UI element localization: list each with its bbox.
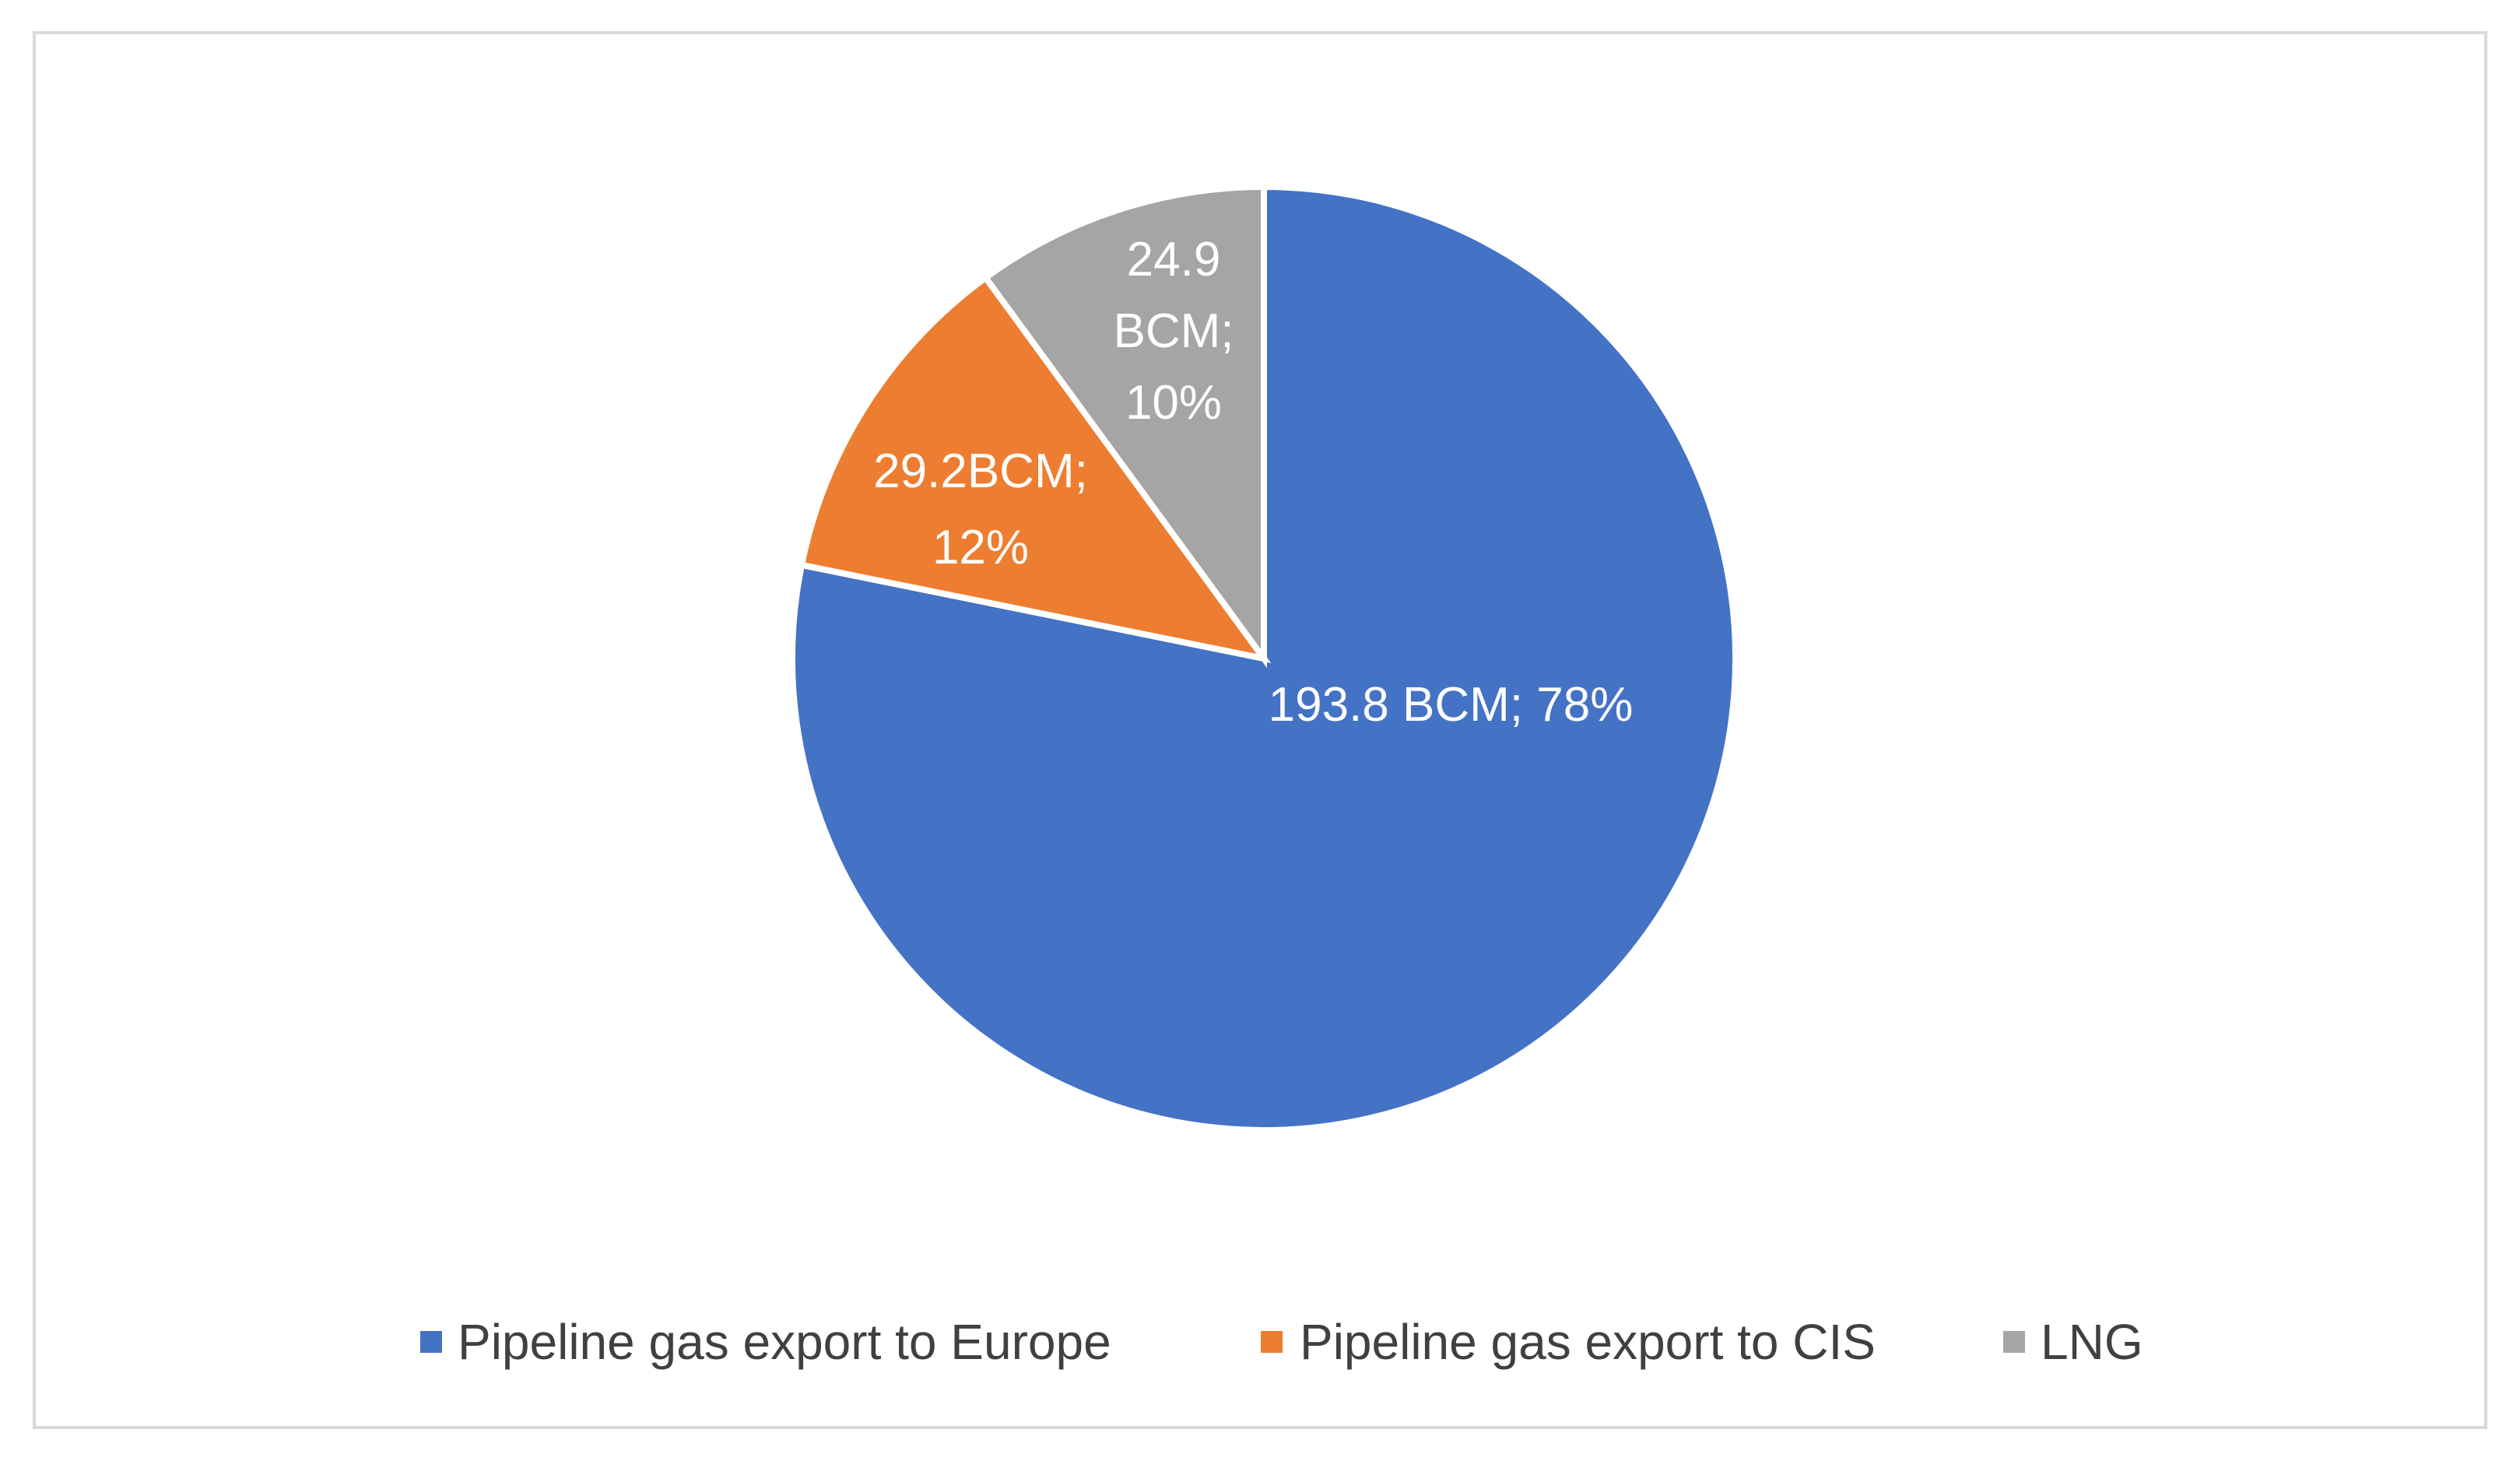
chart-frame: 193.8 BCM; 78% 29.2BCM; 12% 24.9 BCM; 10% Pip…: [33, 31, 2487, 1429]
legend-item-pipeline-gas-export-to-europe: Pipeline gas export to Europe: [420, 1314, 1111, 1370]
data-label-line: 29.2BCM;: [873, 444, 1088, 498]
data-label-line: 10%: [1125, 376, 1222, 430]
legend-marker: [1261, 1331, 1283, 1353]
data-label-pipeline-gas-export-to-cis: 29.2BCM; 12%: [873, 444, 1088, 574]
pie-slice-pipeline-gas-export-to-europe: [789, 183, 1739, 1133]
pie-slice-pipeline-gas-export-to-cis: [798, 273, 1272, 663]
pie-chart: 193.8 BCM; 78% 29.2BCM; 12% 24.9 BCM; 10% Pip…: [420, 183, 2143, 1370]
legend-item-pipeline-gas-export-to-cis: Pipeline gas export to CIS: [1261, 1314, 1876, 1370]
pie-slices: [789, 183, 1739, 1133]
data-label-line: 12%: [932, 521, 1029, 574]
data-label-lng: 24.9 BCM; 10%: [1114, 233, 1234, 430]
legend: Pipeline gas export to Europe Pipeline ga…: [420, 1314, 2143, 1370]
data-label-line: 193.8 BCM; 78%: [1269, 678, 1634, 732]
legend-label: Pipeline gas export to Europe: [458, 1314, 1111, 1370]
legend-marker: [420, 1331, 442, 1353]
data-labels: 193.8 BCM; 78% 29.2BCM; 12% 24.9 BCM; 10%: [873, 233, 1633, 732]
data-label-line: 24.9: [1127, 233, 1221, 286]
legend-label: LNG: [2041, 1314, 2143, 1370]
legend-label: Pipeline gas export to CIS: [1300, 1314, 1876, 1370]
legend-item-lng: LNG: [2003, 1314, 2143, 1370]
legend-marker: [2003, 1331, 2025, 1353]
data-label-pipeline-gas-export-to-europe: 193.8 BCM; 78%: [1269, 678, 1634, 732]
pie-slice-lng: [981, 183, 1267, 669]
data-label-line: BCM;: [1114, 304, 1234, 358]
